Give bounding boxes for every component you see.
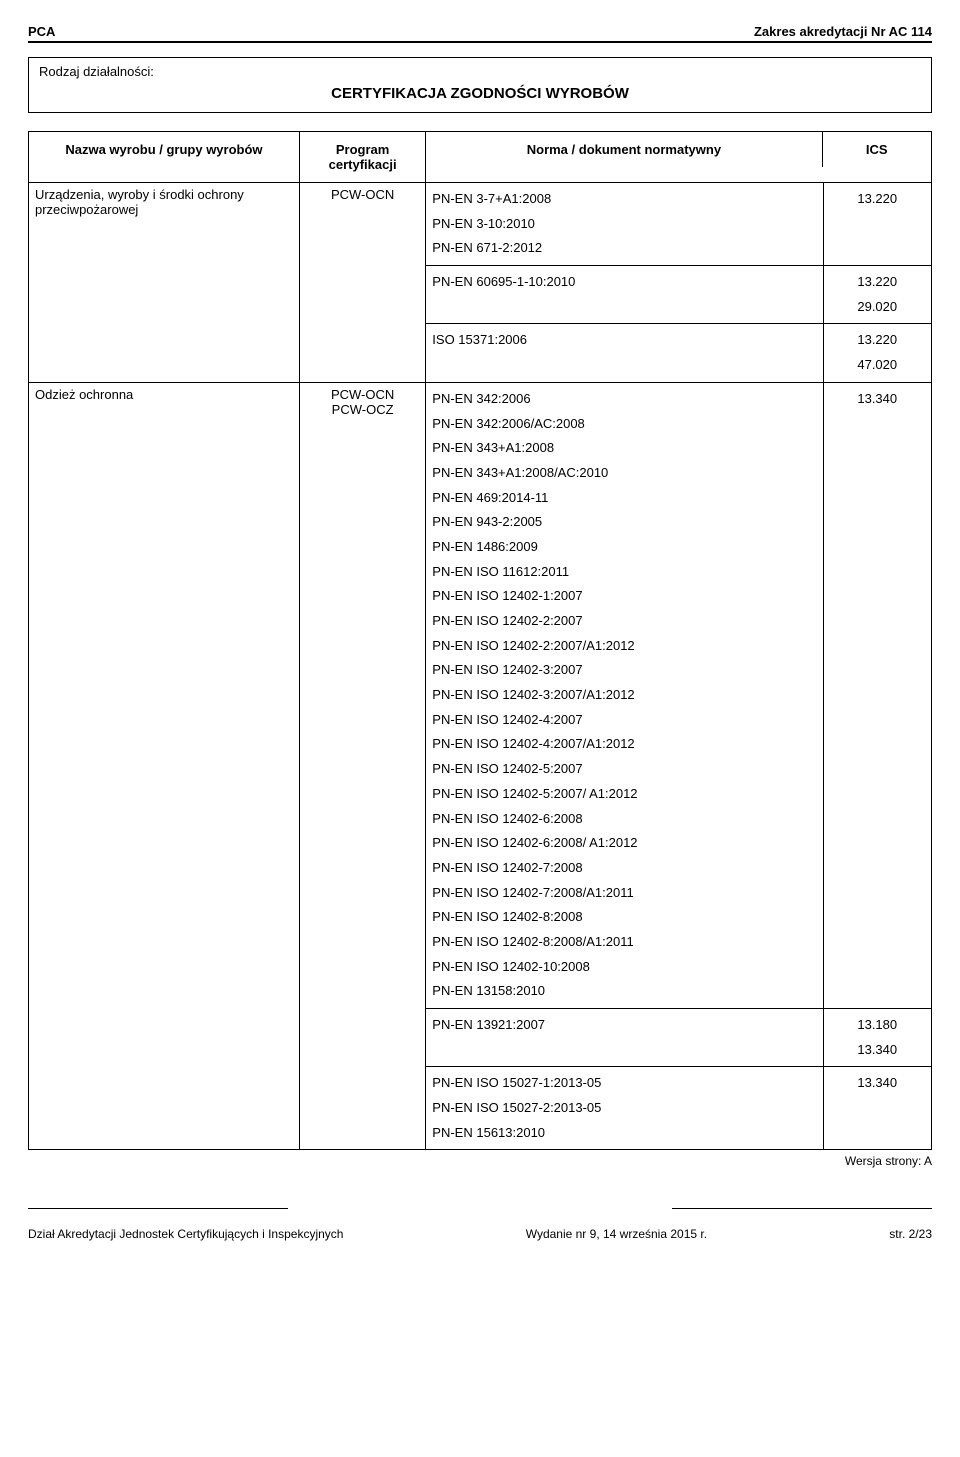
norm-entry: PN-EN 13158:2010 <box>432 979 816 1004</box>
cell-norms: PN-EN 342:2006PN-EN 342:2006/AC:2008PN-E… <box>426 382 932 1150</box>
norm-entry: PN-EN 15613:2010 <box>432 1121 816 1146</box>
ics-list: 13.22029.020 <box>823 266 932 323</box>
ics-list: 13.340 <box>823 383 932 1008</box>
cell-program: PCW-OCN <box>299 183 425 383</box>
norm-list: PN-EN ISO 15027-1:2013-05PN-EN ISO 15027… <box>426 1067 822 1149</box>
cell-product-name: Odzież ochronna <box>29 382 300 1150</box>
norm-entry: PN-EN ISO 12402-1:2007 <box>432 584 816 609</box>
table-row: Urządzenia, wyroby i środki ochrony prze… <box>29 183 932 383</box>
norm-list: PN-EN 342:2006PN-EN 342:2006/AC:2008PN-E… <box>426 383 822 1008</box>
norm-entry: PN-EN ISO 12402-7:2008/A1:2011 <box>432 881 816 906</box>
norm-list: PN-EN 60695-1-10:2010 <box>426 266 822 323</box>
ics-entry: 29.020 <box>830 295 926 320</box>
th-name: Nazwa wyrobu / grupy wyrobów <box>29 132 300 183</box>
norm-entry: PN-EN ISO 12402-2:2007/A1:2012 <box>432 634 816 659</box>
cell-product-name: Urządzenia, wyroby i środki ochrony prze… <box>29 183 300 383</box>
table-row: Odzież ochronnaPCW-OCN PCW-OCZPN-EN 342:… <box>29 382 932 1150</box>
norm-entry: PN-EN ISO 12402-6:2008 <box>432 807 816 832</box>
ics-list: 13.340 <box>823 1067 932 1149</box>
ics-entry: 13.340 <box>830 1071 926 1096</box>
header-right: Zakres akredytacji Nr AC 114 <box>754 24 932 39</box>
norm-entry: PN-EN 3-7+A1:2008 <box>432 187 816 212</box>
norm-entry: PN-EN ISO 12402-8:2008 <box>432 905 816 930</box>
table-header-row: Nazwa wyrobu / grupy wyrobów Program cer… <box>29 132 932 183</box>
norm-entry: PN-EN ISO 15027-2:2013-05 <box>432 1096 816 1121</box>
signature-rule-left <box>28 1208 288 1209</box>
norm-entry: PN-EN ISO 12402-3:2007 <box>432 658 816 683</box>
norm-entry: PN-EN ISO 15027-1:2013-05 <box>432 1071 816 1096</box>
cell-norms: PN-EN 3-7+A1:2008PN-EN 3-10:2010PN-EN 67… <box>426 183 932 383</box>
norm-entry: PN-EN 342:2006/AC:2008 <box>432 412 816 437</box>
ics-entry: 13.220 <box>830 270 926 295</box>
activity-label: Rodzaj działalności: <box>39 64 921 79</box>
activity-box: Rodzaj działalności: CERTYFIKACJA ZGODNO… <box>28 57 932 113</box>
cell-program: PCW-OCN PCW-OCZ <box>299 382 425 1150</box>
ics-entry: 13.340 <box>830 1038 926 1063</box>
norm-block: PN-EN 60695-1-10:2010 13.22029.020 <box>426 266 931 324</box>
norm-entry: PN-EN ISO 12402-8:2008/A1:2011 <box>432 930 816 955</box>
norm-entry: PN-EN ISO 12402-4:2007 <box>432 708 816 733</box>
footer-left: Dział Akredytacji Jednostek Certyfikując… <box>28 1227 343 1241</box>
norm-entry: PN-EN ISO 12402-6:2008/ A1:2012 <box>432 831 816 856</box>
norm-entry: PN-EN ISO 12402-3:2007/A1:2012 <box>432 683 816 708</box>
ics-entry: 13.340 <box>830 387 926 412</box>
norm-entry: PN-EN 343+A1:2008/AC:2010 <box>432 461 816 486</box>
norm-entry: PN-EN ISO 12402-2:2007 <box>432 609 816 634</box>
header-rule <box>28 41 932 43</box>
th-program: Program certyfikacji <box>299 132 425 183</box>
ics-list: 13.220 <box>823 183 932 265</box>
activity-title: CERTYFIKACJA ZGODNOŚCI WYROBÓW <box>39 85 921 102</box>
norm-entry: PN-EN 13921:2007 <box>432 1013 816 1038</box>
ics-entry: 13.220 <box>830 187 926 212</box>
norm-entry: PN-EN 943-2:2005 <box>432 510 816 535</box>
norm-entry: PN-EN 342:2006 <box>432 387 816 412</box>
main-table: Nazwa wyrobu / grupy wyrobów Program cer… <box>28 131 932 1150</box>
norm-entry: PN-EN 60695-1-10:2010 <box>432 270 816 295</box>
th-norm: Norma / dokument normatywny <box>426 132 822 167</box>
norm-entry: PN-EN ISO 12402-4:2007/A1:2012 <box>432 732 816 757</box>
norm-list: PN-EN 13921:2007 <box>426 1009 822 1066</box>
norm-entry: PN-EN 1486:2009 <box>432 535 816 560</box>
th-ics: ICS <box>823 132 932 167</box>
ics-list: 13.18013.340 <box>823 1009 932 1066</box>
th-norm-ics: Norma / dokument normatywny ICS <box>426 132 932 183</box>
norm-entry: PN-EN ISO 12402-10:2008 <box>432 955 816 980</box>
norm-entry: ISO 15371:2006 <box>432 328 816 353</box>
ics-entry: 13.180 <box>830 1013 926 1038</box>
ics-entry: 47.020 <box>830 353 926 378</box>
norm-entry: PN-EN 469:2014-11 <box>432 486 816 511</box>
norm-block: PN-EN 3-7+A1:2008PN-EN 3-10:2010PN-EN 67… <box>426 183 931 266</box>
norm-block: ISO 15371:2006 13.22047.020 <box>426 324 931 381</box>
ics-list: 13.22047.020 <box>823 324 932 381</box>
header-left: PCA <box>28 24 55 39</box>
norm-block: PN-EN ISO 15027-1:2013-05PN-EN ISO 15027… <box>426 1067 931 1149</box>
signature-rule-right <box>672 1208 932 1209</box>
footer-right: str. 2/23 <box>889 1227 932 1241</box>
ics-entry: 13.220 <box>830 328 926 353</box>
norm-entry: PN-EN ISO 12402-5:2007 <box>432 757 816 782</box>
norm-entry: PN-EN ISO 12402-7:2008 <box>432 856 816 881</box>
norm-entry: PN-EN 3-10:2010 <box>432 212 816 237</box>
norm-entry: PN-EN ISO 11612:2011 <box>432 560 816 585</box>
norm-list: ISO 15371:2006 <box>426 324 822 381</box>
norm-block: PN-EN 13921:2007 13.18013.340 <box>426 1009 931 1067</box>
norm-list: PN-EN 3-7+A1:2008PN-EN 3-10:2010PN-EN 67… <box>426 183 822 265</box>
norm-entry: PN-EN 343+A1:2008 <box>432 436 816 461</box>
footer: Dział Akredytacji Jednostek Certyfikując… <box>28 1227 932 1241</box>
norm-block: PN-EN 342:2006PN-EN 342:2006/AC:2008PN-E… <box>426 383 931 1009</box>
version-line: Wersja strony: A <box>28 1154 932 1168</box>
footer-center: Wydanie nr 9, 14 września 2015 r. <box>526 1227 707 1241</box>
norm-entry: PN-EN ISO 12402-5:2007/ A1:2012 <box>432 782 816 807</box>
norm-entry: PN-EN 671-2:2012 <box>432 236 816 261</box>
